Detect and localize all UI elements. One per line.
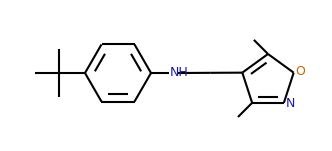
Text: NH: NH <box>170 66 189 79</box>
Text: O: O <box>296 65 305 78</box>
Text: N: N <box>286 97 295 110</box>
